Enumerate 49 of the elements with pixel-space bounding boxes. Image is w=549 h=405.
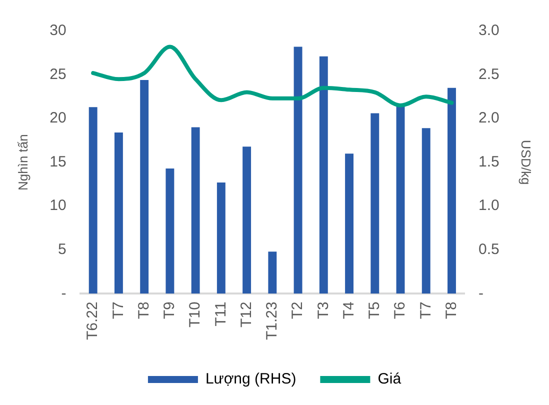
x-tick-label: T6 <box>392 302 409 320</box>
x-tick-label: T9 <box>161 302 178 320</box>
bar <box>114 132 123 294</box>
x-tick-label: T4 <box>340 302 358 320</box>
y-tick-label: - <box>61 284 66 302</box>
bar <box>396 104 405 294</box>
y-tick-label: 10 <box>50 197 66 214</box>
bar <box>448 88 456 294</box>
y2-tick-label: 0.5 <box>478 241 500 258</box>
line-series <box>91 44 454 108</box>
x-tick-label: T8 <box>442 302 460 320</box>
y2-tick-label: 2.0 <box>478 110 500 127</box>
x-tick-label: T8 <box>135 302 152 320</box>
bar <box>166 168 174 294</box>
y2-tick-label: 1.5 <box>478 153 500 170</box>
y2-tick-label: 2.5 <box>478 66 500 83</box>
y-tick-label: 5 <box>58 241 66 258</box>
bar <box>319 56 328 294</box>
x-tick-label: T5 <box>366 302 384 320</box>
legend-label: Giá <box>378 370 402 388</box>
bar <box>216 182 226 294</box>
bar <box>140 80 149 294</box>
y2-axis-title: USD/kg <box>518 140 534 185</box>
x-tick-label: T2 <box>289 302 306 320</box>
bar <box>294 46 302 294</box>
bar <box>88 107 98 294</box>
bar <box>370 113 380 294</box>
bar <box>345 154 354 294</box>
y2-tick-label: - <box>478 284 484 302</box>
bar <box>242 146 252 294</box>
x-tick-label: T7 <box>110 302 127 320</box>
x-tick-label: T7 <box>417 302 434 320</box>
x-tick-label: T6.22 <box>84 302 102 340</box>
y2-tick-label: 1.0 <box>478 197 500 214</box>
legend-label: Lượng (RHS) <box>205 370 296 388</box>
x-tick-label: T1.23 <box>264 302 281 340</box>
y-tick-label: 20 <box>50 110 66 127</box>
bar <box>422 128 430 294</box>
x-tick-label: T12 <box>238 302 255 328</box>
y-tick-label: 25 <box>50 66 66 83</box>
bar <box>191 127 200 294</box>
x-tick-label: T10 <box>186 302 204 328</box>
x-tick-label: T11 <box>212 302 230 326</box>
y-tick-label: 30 <box>50 22 66 40</box>
y-axis-title: Nghìn tấn <box>15 134 30 191</box>
y-tick-label: 15 <box>50 153 66 170</box>
y2-tick-label: 3.0 <box>478 22 500 40</box>
bar <box>268 252 277 294</box>
x-tick-label: T3 <box>314 302 332 320</box>
